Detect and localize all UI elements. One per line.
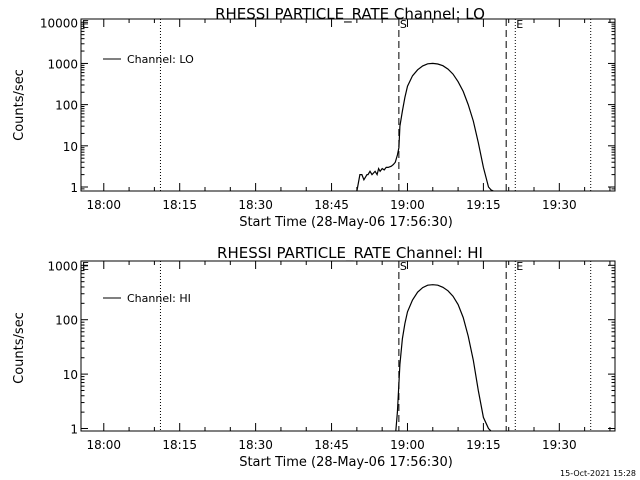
plot-frame-lo (80, 18, 616, 192)
y-tick-label-hi: 1 (70, 423, 78, 437)
x-tick-label-hi: 19:00 (390, 438, 425, 452)
x-axis-label-hi: Start Time (28-May-06 17:56:30) (239, 455, 453, 470)
legend-label-hi: Channel: HI (127, 292, 191, 305)
x-tick-label-lo: 18:30 (238, 198, 273, 212)
x-tick-label-hi: 18:15 (162, 438, 197, 452)
x-tick-label-hi: 19:15 (466, 438, 501, 452)
chart-title-hi: RHESSI PARTICLE_RATE Channel: HI (217, 244, 483, 263)
plot-area-lo: 1 10 100 1000 10000 18:00 18:15 18:30 18:45 19:00… (40, 16, 615, 212)
x-tick-label-hi: 18:45 (314, 438, 349, 452)
x-tick-label-hi: 18:00 (86, 438, 121, 452)
x-tick-label-lo: 19:30 (542, 198, 577, 212)
plot-frame-hi (80, 260, 616, 432)
marker-label-hi: E (516, 260, 523, 273)
marker-label-hi: E (82, 260, 89, 273)
series-line-lo (356, 62, 494, 192)
y-tick-label-lo: 1 (70, 181, 78, 195)
x-tick-label-hi: 19:30 (542, 438, 577, 452)
y-axis-label-lo: Counts/sec (12, 69, 27, 141)
x-axis-label-lo: Start Time (28-May-06 17:56:30) (239, 215, 453, 230)
x-tick-label-lo: 18:45 (314, 198, 349, 212)
marker-label-hi: S (400, 260, 407, 273)
y-tick-label-hi: 100 (55, 314, 78, 328)
panel-hi: RHESSI PARTICLE_RATE Channel: HI 1101001… (12, 244, 616, 470)
x-tick-label-hi: 18:30 (238, 438, 273, 452)
y-axis-label-hi: Counts/sec (12, 312, 27, 384)
series-line-hi (395, 284, 492, 432)
y-tick-label-lo: 10000 (40, 16, 78, 30)
y-tick-label-hi: 10 (63, 368, 78, 382)
marker-label-lo: S (400, 18, 407, 31)
x-tick-label-lo: 19:15 (466, 198, 501, 212)
marker-label-lo: E (516, 18, 523, 31)
x-tick-label-lo: 18:00 (86, 198, 121, 212)
y-tick-label-lo: 1000 (47, 57, 78, 71)
legend-label-lo: Channel: LO (127, 53, 194, 66)
timestamp: 15-Oct-2021 15:28 (560, 469, 636, 478)
y-tick-label-hi: 1000 (47, 259, 78, 273)
x-tick-label-lo: 19:00 (390, 198, 425, 212)
y-tick-label-lo: 100 (55, 99, 78, 113)
plot-area-hi: 1 10 100 1000 18:00 18:15 18:30 18:45 19:00 19:15… (47, 259, 615, 452)
y-tick-label-lo: 10 (63, 140, 78, 154)
panel-lo: RHESSI PARTICLE_RATE Channel: LO 1101001… (12, 5, 616, 230)
x-tick-label-lo: 18:15 (162, 198, 197, 212)
marker-label-lo: E (82, 18, 89, 31)
